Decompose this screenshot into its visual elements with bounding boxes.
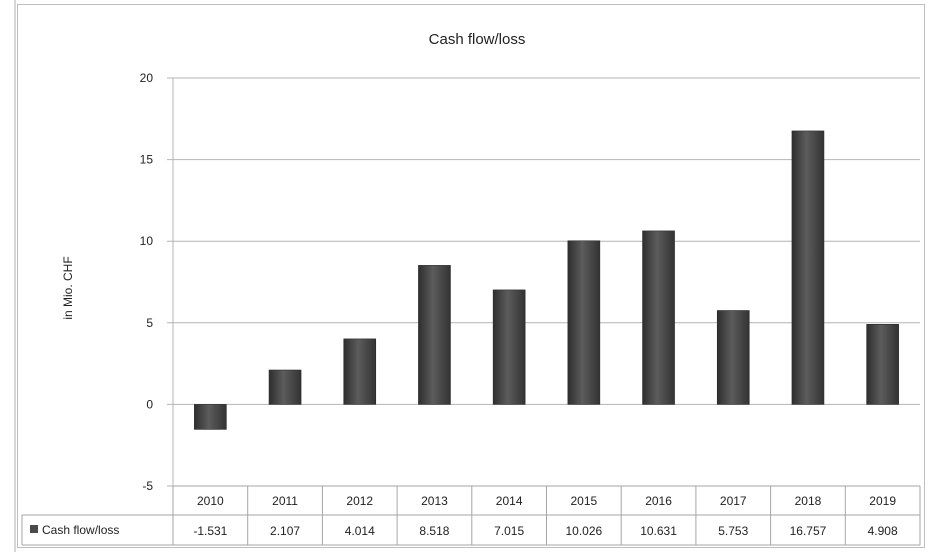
- bar-2011: [268, 369, 302, 405]
- data-label: 4.908: [868, 524, 898, 538]
- y-tick-label: -5: [142, 479, 153, 493]
- bar-2015: [567, 240, 601, 405]
- data-label: 5.753: [718, 524, 748, 538]
- y-tick-label: 10: [140, 234, 154, 248]
- bar-2012: [343, 338, 377, 405]
- bar-2016: [642, 230, 675, 405]
- x-tick-label: 2019: [869, 494, 896, 508]
- bar-2018: [791, 130, 825, 405]
- data-table: 2010 -1.531 2011 2.107 2012 4.014 2013 8.518 201…: [21, 485, 921, 546]
- x-tick-label: 2010: [197, 494, 224, 508]
- data-label: -1.531: [193, 524, 227, 538]
- y-tick-labels: -5 0 5 10 15 20: [140, 71, 154, 493]
- data-label: 4.014: [345, 524, 375, 538]
- bar-2010: [194, 404, 227, 430]
- x-tick-label: 2016: [645, 494, 672, 508]
- chart-title: Cash flow/loss: [429, 31, 526, 48]
- bar-2017: [716, 310, 750, 405]
- x-tick-label: 2015: [570, 494, 597, 508]
- data-label: 7.015: [494, 524, 524, 538]
- x-tick-label: 2017: [720, 494, 747, 508]
- data-label: 10.631: [640, 524, 677, 538]
- x-tick-label: 2013: [421, 494, 448, 508]
- x-tick-label: 2012: [346, 494, 373, 508]
- bar-2013: [418, 265, 451, 405]
- bar-2019: [866, 324, 899, 405]
- y-tick-label: 0: [146, 397, 153, 411]
- x-tick-label: 2011: [272, 494, 298, 508]
- data-label: 10.026: [565, 524, 602, 538]
- data-label: 8.518: [419, 524, 449, 538]
- y-axis-label: in Mio. CHF: [61, 256, 75, 319]
- bars: [194, 130, 899, 430]
- data-label: 2.107: [270, 524, 300, 538]
- y-tick-label: 5: [146, 316, 153, 330]
- data-label: 16.757: [790, 524, 827, 538]
- y-tick-label: 20: [140, 71, 154, 85]
- chart-frame: [17, 4, 925, 548]
- left-edge-divider: [14, 0, 16, 552]
- left-edge: [0, 0, 14, 552]
- bar-2014: [492, 289, 526, 405]
- x-tick-label: 2014: [496, 494, 523, 508]
- x-tick-label: 2018: [795, 494, 822, 508]
- series-name: Cash flow/loss: [42, 523, 119, 537]
- legend-key: [30, 525, 38, 533]
- y-tick-label: 15: [140, 153, 154, 167]
